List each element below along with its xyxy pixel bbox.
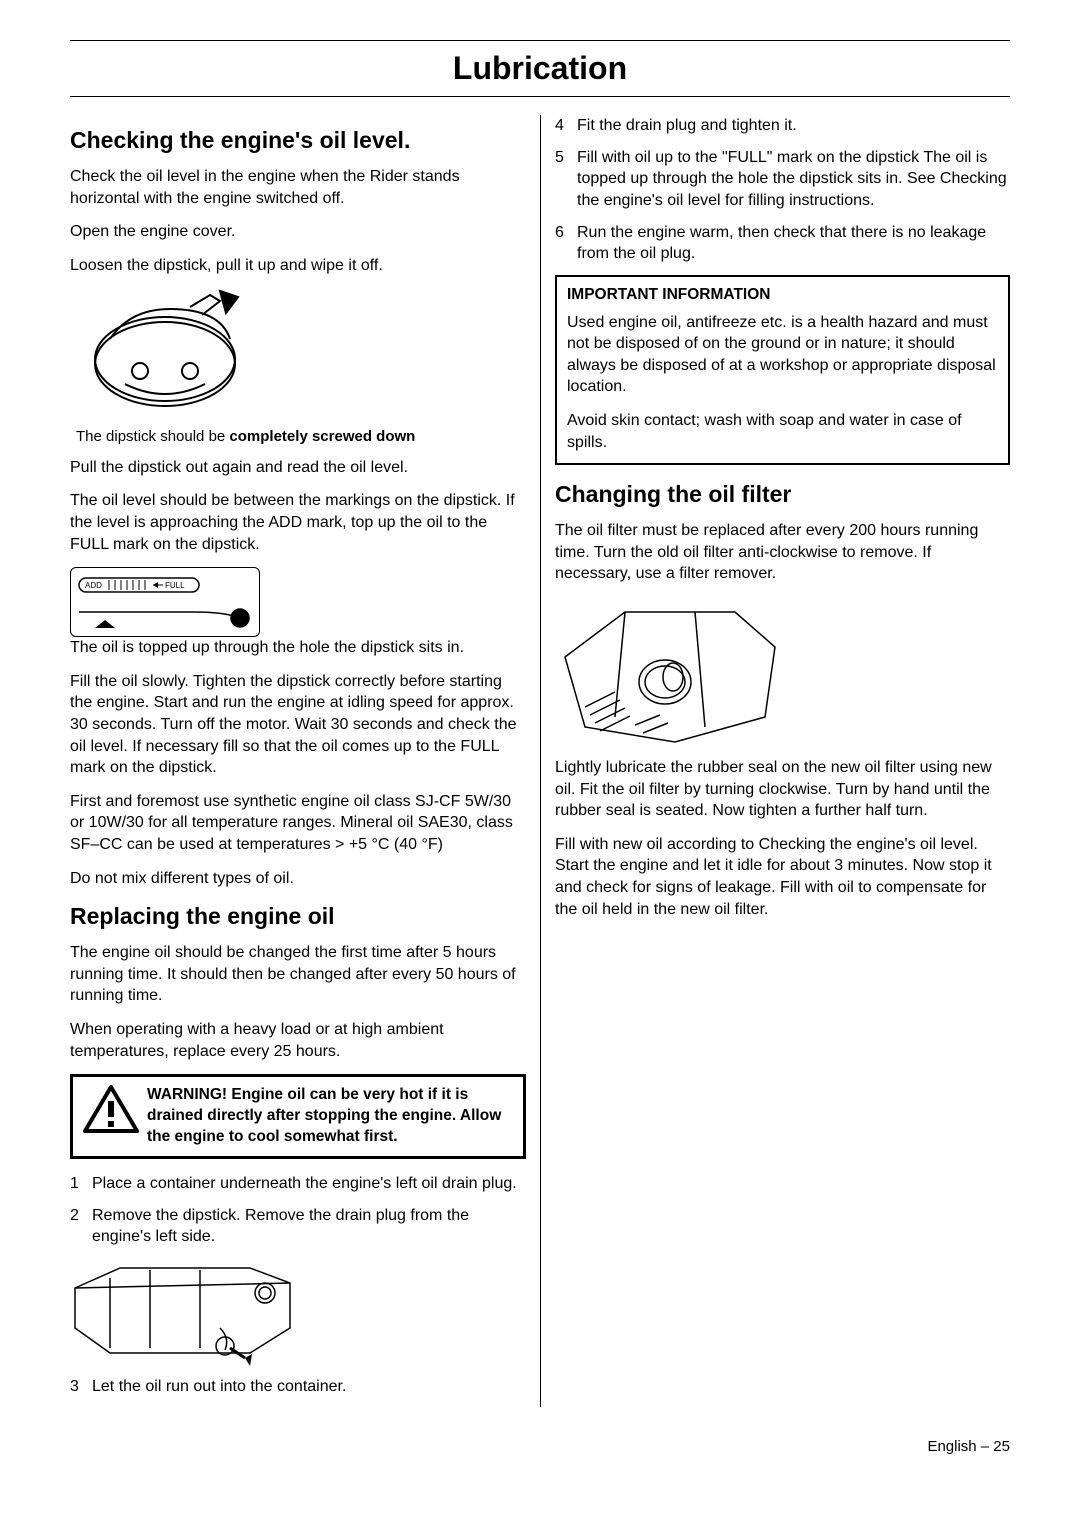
caption-text: The dipstick should be xyxy=(76,428,229,445)
figure-drain-plug xyxy=(70,1258,300,1368)
para: The oil level should be between the mark… xyxy=(70,490,526,555)
important-info-box: IMPORTANT INFORMATION Used engine oil, a… xyxy=(555,275,1010,465)
step-text: Fit the drain plug and tighten it. xyxy=(577,115,1010,137)
step-text: Run the engine warm, then check that the… xyxy=(577,222,1010,265)
para: Lightly lubricate the rubber seal on the… xyxy=(555,757,1010,822)
info-header: IMPORTANT INFORMATION xyxy=(567,285,998,306)
step-number: 5 xyxy=(555,147,577,212)
info-para: Avoid skin contact; wash with soap and w… xyxy=(567,410,998,453)
para: The oil filter must be replaced after ev… xyxy=(555,520,1010,585)
step-number: 4 xyxy=(555,115,577,137)
dip-add-label: ADD xyxy=(85,581,102,590)
para: Fill with new oil according to Checking … xyxy=(555,834,1010,920)
content-columns: Checking the engine's oil level. Check t… xyxy=(70,115,1010,1407)
left-column: Checking the engine's oil level. Check t… xyxy=(70,115,540,1407)
step-text: Let the oil run out into the container. xyxy=(92,1376,526,1398)
para: When operating with a heavy load or at h… xyxy=(70,1019,526,1062)
step-item: 2 Remove the dipstick. Remove the drain … xyxy=(70,1205,526,1248)
figure-dipstick-gauge: ADD FULL xyxy=(70,567,260,637)
heading-replace-oil: Replacing the engine oil xyxy=(70,901,526,932)
heading-check-oil: Checking the engine's oil level. xyxy=(70,125,526,156)
right-column: 4 Fit the drain plug and tighten it. 5 F… xyxy=(540,115,1010,1407)
step-item: 4 Fit the drain plug and tighten it. xyxy=(555,115,1010,137)
steps-list-b: 4 Fit the drain plug and tighten it. 5 F… xyxy=(555,115,1010,265)
step-item: 5 Fill with oil up to the "FULL" mark on… xyxy=(555,147,1010,212)
warning-icon xyxy=(83,1085,139,1133)
step-text: Fill with oil up to the "FULL" mark on t… xyxy=(577,147,1010,212)
step-number: 6 xyxy=(555,222,577,265)
step-number: 3 xyxy=(70,1376,92,1398)
heading-change-filter: Changing the oil filter xyxy=(555,479,1010,510)
warning-text: WARNING! Engine oil can be very hot if i… xyxy=(147,1085,513,1148)
step-item: 1 Place a container underneath the engin… xyxy=(70,1173,526,1195)
figure-engine-dipstick xyxy=(70,289,260,419)
para: The oil is topped up through the hole th… xyxy=(70,637,526,659)
page-title: Lubrication xyxy=(70,47,1010,90)
para: Open the engine cover. xyxy=(70,221,526,243)
info-para: Used engine oil, antifreeze etc. is a he… xyxy=(567,312,998,398)
step-text: Remove the dipstick. Remove the drain pl… xyxy=(92,1205,526,1248)
top-rule xyxy=(70,40,1010,41)
caption-bold: completely screwed down xyxy=(229,428,415,445)
figure-caption: The dipstick should be completely screwe… xyxy=(76,427,526,447)
para: Check the oil level in the engine when t… xyxy=(70,166,526,209)
para: Fill the oil slowly. Tighten the dipstic… xyxy=(70,671,526,779)
step-item: 6 Run the engine warm, then check that t… xyxy=(555,222,1010,265)
dip-full-label: FULL xyxy=(165,581,185,590)
steps-list-a: 1 Place a container underneath the engin… xyxy=(70,1173,526,1248)
para: Pull the dipstick out again and read the… xyxy=(70,457,526,479)
warning-box: WARNING! Engine oil can be very hot if i… xyxy=(70,1074,526,1159)
para: Do not mix different types of oil. xyxy=(70,868,526,890)
para: Loosen the dipstick, pull it up and wipe… xyxy=(70,255,526,277)
step-number: 2 xyxy=(70,1205,92,1248)
step-item: 3 Let the oil run out into the container… xyxy=(70,1376,526,1398)
para: The engine oil should be changed the fir… xyxy=(70,942,526,1007)
step-number: 1 xyxy=(70,1173,92,1195)
steps-list-a2: 3 Let the oil run out into the container… xyxy=(70,1376,526,1398)
step-text: Place a container underneath the engine'… xyxy=(92,1173,526,1195)
page-footer: English – 25 xyxy=(70,1437,1010,1457)
title-rule xyxy=(70,96,1010,97)
figure-oil-filter xyxy=(555,597,785,747)
para: First and foremost use synthetic engine … xyxy=(70,791,526,856)
